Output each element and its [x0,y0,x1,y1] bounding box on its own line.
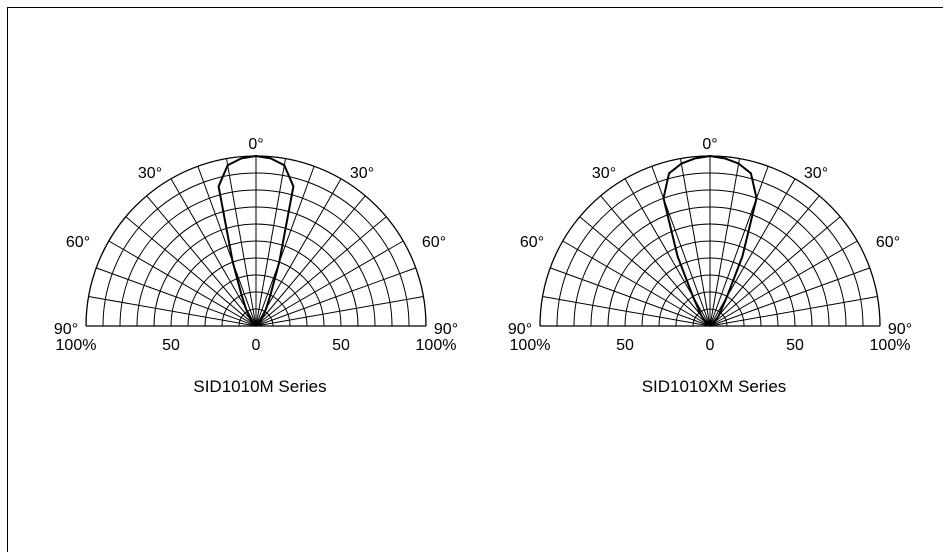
grid-spoke [709,240,858,327]
radial-label: 100% [56,337,97,354]
polar-chart-1: 0°30° 30°60° 60°90° 90°100% 50 0 50 100%SID1010… [54,136,458,396]
angle-label: 0° [248,136,263,153]
grid-spoke [542,295,711,327]
angle-label: 30° [804,165,828,182]
grid-spoke [255,166,315,327]
angle-label: 90° [54,321,78,338]
grid-spoke [197,166,257,327]
polar-chart-2: 0°30° 30°60° 60°90° 90°100% 50 0 50 100%SID1010… [508,136,912,396]
grid-spoke [550,267,711,327]
angle-label: 60° [66,234,90,251]
grid-spoke [255,195,366,327]
radial-label: 100% [870,337,911,354]
radial-label: 50 [616,337,634,354]
grid-spoke [255,216,387,327]
figure-frame [7,7,943,552]
grid-spoke [170,178,257,327]
angle-label: 30° [138,165,162,182]
grid-spoke [108,240,257,327]
angle-label: 60° [520,234,544,251]
radial-label: 100% [510,337,551,354]
grid-spoke [709,166,769,327]
grid-spoke [709,158,741,327]
angle-label: 90° [508,321,532,338]
radial-label: 50 [786,337,804,354]
grid-spoke [255,295,424,327]
angle-label: 30° [350,165,374,182]
grid-spoke [225,158,257,327]
chart-title: SID1010M Series [193,377,326,396]
grid-spoke [600,195,711,327]
angle-label: 90° [434,321,458,338]
grid-spoke [709,195,820,327]
grid-spoke [709,267,870,327]
radial-label: 100% [416,337,457,354]
grid-spoke [255,267,416,327]
grid-spoke [651,166,711,327]
radial-label: 50 [162,337,180,354]
angle-label: 60° [422,234,446,251]
grid-spoke [88,295,257,327]
grid-spoke [146,195,257,327]
grid-spoke [579,216,711,327]
angle-label: 30° [592,165,616,182]
radial-label: 50 [332,337,350,354]
chart-title: SID1010XM Series [642,377,787,396]
intensity-curve [217,155,295,327]
grid-spoke [255,240,404,327]
grid-spoke [709,295,878,327]
angle-label: 90° [888,321,912,338]
grid-spoke [96,267,257,327]
grid-spoke [255,158,287,327]
intensity-curve [662,155,758,327]
angle-label: 60° [876,234,900,251]
grid-spoke [125,216,257,327]
grid-spoke [679,158,711,327]
angle-label: 0° [702,136,717,153]
grid-spoke [709,216,841,327]
grid-spoke [255,178,342,327]
grid-spoke [562,240,711,327]
radial-label: 0 [706,337,715,354]
radial-label: 0 [252,337,261,354]
